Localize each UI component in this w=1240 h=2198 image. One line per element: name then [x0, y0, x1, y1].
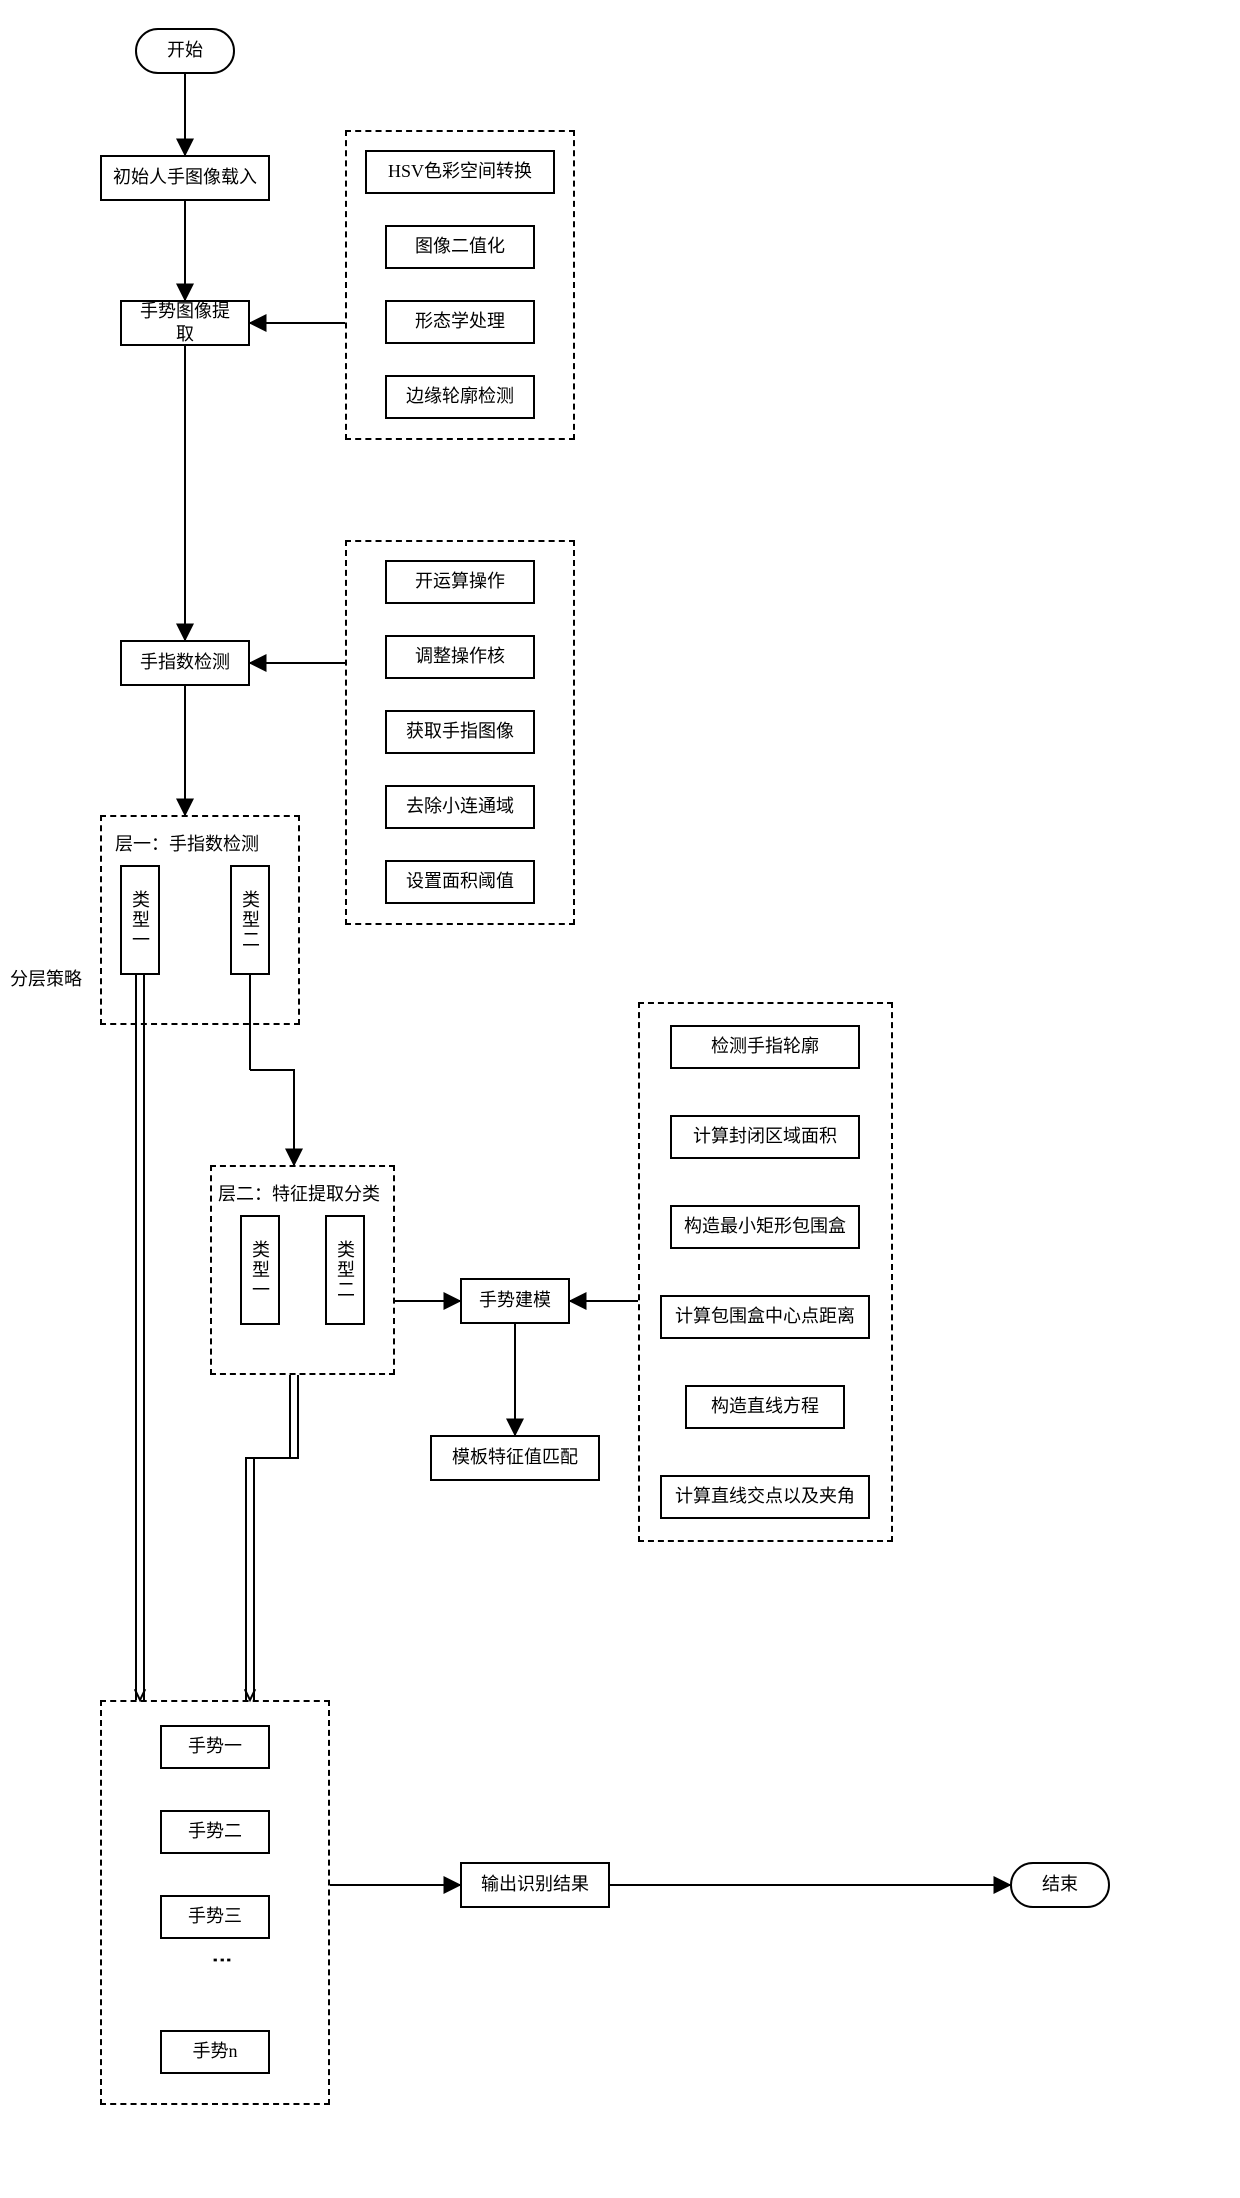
extract-item-1: 图像二值化: [385, 225, 535, 269]
result-item-2: 手势三: [160, 1895, 270, 1939]
model-item-label-2: 构造最小矩形包围盒: [684, 1215, 846, 1238]
results-ellipsis: ⋮: [210, 1950, 234, 1968]
model-item-label-1: 计算封闭区域面积: [693, 1125, 837, 1148]
model-item-4: 构造直线方程: [685, 1385, 845, 1429]
extract-gesture-label: 手势图像提取: [132, 300, 238, 347]
result-item-1: 手势二: [160, 1810, 270, 1854]
model-item-1: 计算封闭区域面积: [670, 1115, 860, 1159]
model-item-label-3: 计算包围盒中心点距离: [675, 1305, 855, 1328]
layer2-type2: 类型二: [325, 1215, 365, 1325]
extract-item-label-3: 边缘轮廓检测: [406, 385, 514, 408]
extract-item-label-1: 图像二值化: [415, 235, 505, 258]
template-match-node: 模板特征值匹配: [430, 1435, 600, 1481]
layer1-type1: 类型一: [120, 865, 160, 975]
output-result-node: 输出识别结果: [460, 1862, 610, 1908]
finger-count-node: 手指数检测: [120, 640, 250, 686]
strategy-side-label: 分层策略: [10, 965, 82, 991]
layer2-title: 层二：特征提取分类: [218, 1180, 380, 1206]
gesture-model-label: 手势建模: [479, 1289, 551, 1312]
finger-item-label-3: 去除小连通域: [406, 795, 514, 818]
end-label: 结束: [1042, 1873, 1078, 1896]
extract-item-2: 形态学处理: [385, 300, 535, 344]
result-item-label-0: 手势一: [188, 1735, 242, 1758]
layer1-type2: 类型二: [230, 865, 270, 975]
load-image-node: 初始人手图像载入: [100, 155, 270, 201]
finger-item-label-0: 开运算操作: [415, 570, 505, 593]
start-label: 开始: [167, 39, 203, 62]
finger-item-label-1: 调整操作核: [415, 645, 505, 668]
start-terminator: 开始: [135, 28, 235, 74]
model-item-label-0: 检测手指轮廓: [711, 1035, 819, 1058]
finger-item-label-4: 设置面积阈值: [406, 870, 514, 893]
finger-item-0: 开运算操作: [385, 560, 535, 604]
gesture-model-node: 手势建模: [460, 1278, 570, 1324]
extract-item-3: 边缘轮廓检测: [385, 375, 535, 419]
layer2-type1: 类型一: [240, 1215, 280, 1325]
result-item-3: 手势n: [160, 2030, 270, 2074]
output-result-label: 输出识别结果: [481, 1873, 589, 1896]
finger-item-1: 调整操作核: [385, 635, 535, 679]
result-item-label-3: 手势n: [193, 2040, 238, 2063]
extract-gesture-node: 手势图像提取: [120, 300, 250, 346]
load-image-label: 初始人手图像载入: [113, 166, 257, 189]
result-item-label-2: 手势三: [188, 1905, 242, 1928]
model-group-box: [638, 1002, 893, 1542]
end-terminator: 结束: [1010, 1862, 1110, 1908]
model-item-label-4: 构造直线方程: [711, 1395, 819, 1418]
extract-item-label-0: HSV色彩空间转换: [388, 160, 532, 183]
layer1-title: 层一：手指数检测: [115, 830, 259, 856]
extract-item-0: HSV色彩空间转换: [365, 150, 555, 194]
template-match-label: 模板特征值匹配: [452, 1446, 578, 1469]
model-item-0: 检测手指轮廓: [670, 1025, 860, 1069]
model-item-2: 构造最小矩形包围盒: [670, 1205, 860, 1249]
extract-item-label-2: 形态学处理: [415, 310, 505, 333]
model-item-3: 计算包围盒中心点距离: [660, 1295, 870, 1339]
finger-item-3: 去除小连通域: [385, 785, 535, 829]
model-item-label-5: 计算直线交点以及夹角: [675, 1485, 855, 1508]
finger-item-4: 设置面积阈值: [385, 860, 535, 904]
finger-item-2: 获取手指图像: [385, 710, 535, 754]
result-item-label-1: 手势二: [188, 1820, 242, 1843]
result-item-0: 手势一: [160, 1725, 270, 1769]
model-item-5: 计算直线交点以及夹角: [660, 1475, 870, 1519]
finger-count-label: 手指数检测: [140, 651, 230, 674]
finger-item-label-2: 获取手指图像: [406, 720, 514, 743]
